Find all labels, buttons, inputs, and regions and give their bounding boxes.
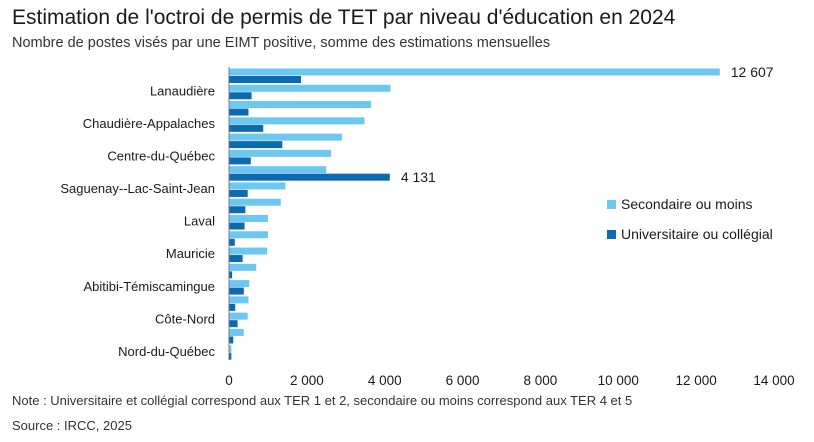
category-label-11: Mauricie [166,246,215,261]
x-tick-label-7: 14 000 [753,373,794,388]
bar-universitaire-17 [229,352,232,360]
bar-secondaire-12 [229,263,257,271]
bar-universitaire-1 [229,92,252,100]
bar-secondaire-16 [229,328,244,336]
bar-universitaire-2 [229,108,249,116]
bar-secondaire-8 [229,198,281,206]
legend-label-0: Secondaire ou moins [621,196,753,212]
bar-universitaire-13 [229,287,244,295]
x-tick-label-2: 4 000 [368,373,402,388]
bar-universitaire-10 [229,238,235,246]
bar-universitaire-15 [229,320,238,328]
x-tick-label-6: 12 000 [675,373,716,388]
bar-secondaire-2 [229,101,372,109]
category-label-17: Nord-du-Québec [118,344,215,359]
bar-secondaire-0 [229,68,720,76]
category-label-3: Chaudière-Appalaches [83,116,216,131]
category-label-15: Côte-Nord [155,311,215,326]
x-tick-label-4: 8 000 [524,373,558,388]
x-tick-label-1: 2 000 [290,373,324,388]
category-label-5: Centre-du-Québec [107,149,215,164]
bar-secondaire-1 [229,84,391,92]
category-label-1: Lanaudière [150,83,215,98]
bar-secondaire-6 [229,166,327,174]
chart-source: Source : IRCC, 2025 [12,418,132,433]
bar-secondaire-15 [229,312,248,320]
data-label-0: 12 607 [731,64,774,80]
legend-label-1: Universitaire ou collégial [621,226,773,242]
bar-secondaire-5 [229,149,331,157]
bar-secondaire-9 [229,215,268,222]
category-label-9: Laval [184,214,215,229]
x-tick-label-3: 6 000 [446,373,480,388]
bar-universitaire-5 [229,157,251,165]
bar-universitaire-3 [229,124,264,132]
x-tick-label-0: 0 [225,373,233,388]
bar-universitaire-14 [229,303,236,311]
legend-swatch-0 [607,200,616,209]
category-label-13: Abitibi-Témiscamingue [84,279,216,294]
bar-universitaire-0 [229,76,302,83]
legend-swatch-1 [607,230,616,239]
data-label-1: 4 131 [401,169,436,185]
bar-universitaire-6 [229,173,390,181]
bar-universitaire-4 [229,141,283,149]
chart-subtitle: Nombre de postes visés par une EIMT posi… [12,35,551,51]
category-label-7: Saguenay--Lac-Saint-Jean [60,181,215,196]
bar-secondaire-17 [229,345,232,353]
bar-universitaire-16 [229,336,234,344]
bar-secondaire-4 [229,133,342,141]
chart-note: Note : Universitaire et collégial corres… [12,393,633,408]
bar-universitaire-7 [229,189,248,197]
bar-secondaire-7 [229,182,286,190]
bar-universitaire-11 [229,255,243,263]
bar-secondaire-14 [229,296,249,304]
bar-secondaire-10 [229,231,268,239]
bar-secondaire-13 [229,280,250,288]
bar-universitaire-9 [229,222,245,230]
bar-secondaire-11 [229,247,268,255]
x-tick-label-5: 10 000 [598,373,639,388]
bar-secondaire-3 [229,117,365,125]
bar-universitaire-12 [229,271,233,279]
chart-title: Estimation de l'octroi de permis de TET … [12,6,676,29]
bar-universitaire-8 [229,206,246,214]
